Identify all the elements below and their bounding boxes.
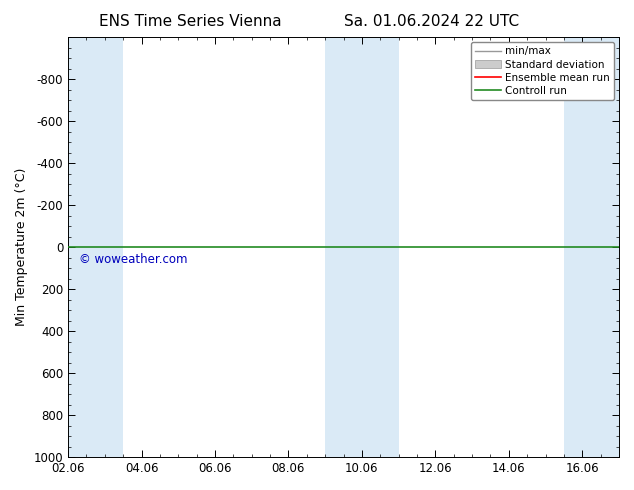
Y-axis label: Min Temperature 2m (°C): Min Temperature 2m (°C): [15, 168, 28, 326]
Bar: [564, 37, 619, 457]
Bar: [68, 37, 123, 457]
Text: © woweather.com: © woweather.com: [79, 253, 188, 267]
Text: Sa. 01.06.2024 22 UTC: Sa. 01.06.2024 22 UTC: [344, 14, 519, 29]
Text: ENS Time Series Vienna: ENS Time Series Vienna: [99, 14, 281, 29]
Bar: [325, 37, 399, 457]
Legend: min/max, Standard deviation, Ensemble mean run, Controll run: min/max, Standard deviation, Ensemble me…: [470, 42, 614, 100]
